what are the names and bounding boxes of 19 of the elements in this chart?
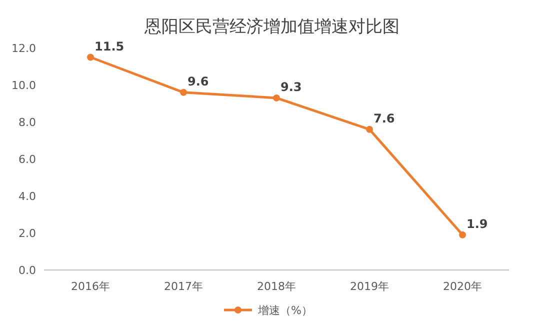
xtick: 2017年 [164,280,203,293]
ytick: 12.0 [12,42,36,55]
data-label: 11.5 [94,39,124,54]
ytick: 2.0 [18,227,36,240]
legend: 增速（%） [258,304,312,317]
xtick: 2018年 [257,280,296,293]
xtick: 2019年 [350,280,389,293]
data-label: 9.3 [280,80,302,94]
ytick: 8.0 [18,116,36,129]
data-label: 7.6 [374,111,395,126]
xtick: 2016年 [71,280,110,293]
ytick: 6.0 [18,153,36,166]
title: 恩阳区民营经济增加值增速对比图 [144,17,400,36]
data-label: 9.6 [188,74,209,88]
ytick: 4.0 [18,190,36,203]
xtick: 2020年 [443,280,482,293]
ytick: 10.0 [12,79,36,92]
data-label: 1.9 [466,216,488,231]
ytick: 0.0 [18,264,36,277]
